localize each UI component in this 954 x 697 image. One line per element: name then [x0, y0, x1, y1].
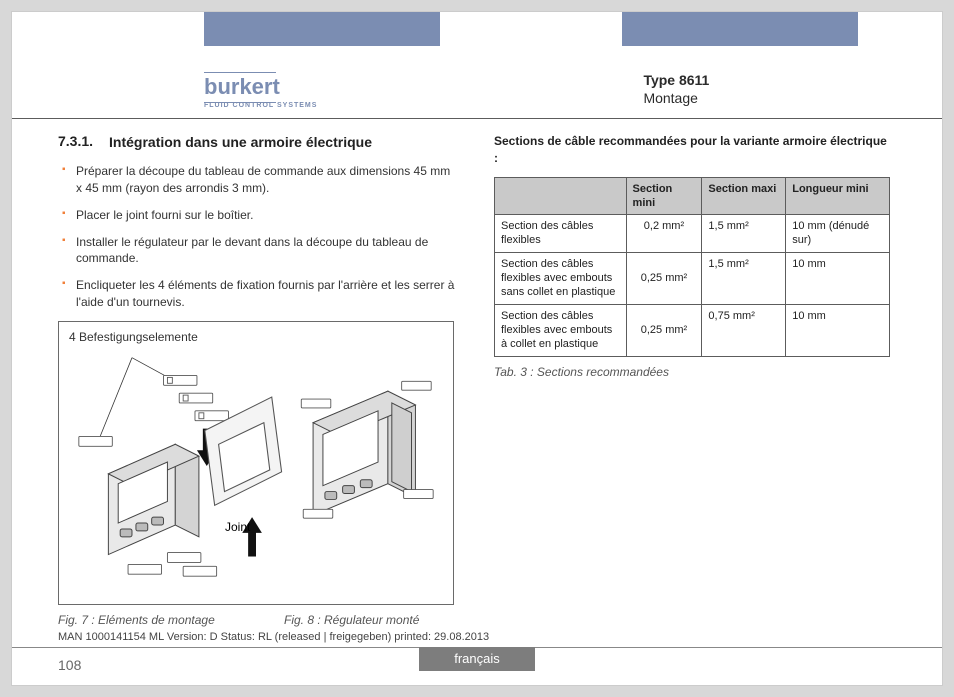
figure-caption-right: Fig. 8 : Régulateur monté: [284, 613, 419, 627]
table-header-blank: [495, 177, 627, 215]
figure-callout-joint: Joint: [225, 520, 250, 534]
document-page: burkert FLUID CONTROL SYSTEMS Type 8611 …: [12, 12, 942, 685]
cable-sections-table: Section mini Section maxi Longueur mini …: [494, 177, 890, 357]
figure-captions: Fig. 7 : Eléments de montage Fig. 8 : Ré…: [58, 613, 458, 627]
table-cell-label: Section des câbles flexibles avec embout…: [495, 252, 627, 304]
table-cell: 0,2 mm²: [626, 215, 702, 253]
figure-box: 4 Befestigungselemente: [58, 321, 454, 605]
table-header: Section maxi: [702, 177, 786, 215]
logo-tagline: FLUID CONTROL SYSTEMS: [204, 102, 317, 109]
language-label: français: [419, 647, 535, 671]
figure-caption-left: Fig. 7 : Eléments de montage: [58, 613, 284, 627]
doc-type-block: Type 8611 Montage: [643, 71, 709, 107]
assembly-diagram: [69, 344, 443, 584]
table-cell-label: Section des câbles flexibles: [495, 215, 627, 253]
table-header-row: Section mini Section maxi Longueur mini: [495, 177, 890, 215]
doc-type-subtitle: Montage: [643, 89, 709, 107]
table-row: Section des câbles flexibles avec embout…: [495, 252, 890, 304]
doc-type-title: Type 8611: [643, 71, 709, 89]
footer-print-line: MAN 1000141154 ML Version: D Status: RL …: [58, 631, 489, 643]
table-cell-label: Section des câbles flexibles avec embout…: [495, 304, 627, 356]
table-cell: 0,75 mm²: [702, 304, 786, 356]
header-row: burkert FLUID CONTROL SYSTEMS Type 8611 …: [12, 64, 942, 114]
table-cell: 0,25 mm²: [626, 304, 702, 356]
page-number: 108: [58, 657, 81, 673]
table-cell: 10 mm: [786, 304, 890, 356]
footer-bar: 108 français: [12, 647, 942, 671]
header-top-bars: [12, 12, 942, 64]
header-bar-left: [204, 12, 440, 46]
table-cell: 10 mm (dénudé sur): [786, 215, 890, 253]
list-item: Préparer la découpe du tableau de comman…: [58, 163, 458, 197]
table-cell: 0,25 mm²: [626, 252, 702, 304]
table-header: Section mini: [626, 177, 702, 215]
logo-word: burkert: [204, 74, 280, 99]
table-cell: 10 mm: [786, 252, 890, 304]
list-item: Installer le régulateur par le devant da…: [58, 234, 458, 268]
section-title: Intégration dans une armoire électrique: [109, 133, 372, 151]
instruction-list: Préparer la découpe du tableau de comman…: [58, 163, 458, 311]
brand-logo: burkert FLUID CONTROL SYSTEMS: [204, 70, 317, 109]
content-columns: 7.3.1. Intégration dans une armoire élec…: [12, 119, 942, 627]
table-caption: Tab. 3 : Sections recommandées: [494, 365, 894, 379]
list-item: Placer le joint fourni sur le boîtier.: [58, 207, 458, 224]
table-row: Section des câbles flexibles 0,2 mm² 1,5…: [495, 215, 890, 253]
list-item: Encliqueter les 4 éléments de fixation f…: [58, 277, 458, 311]
header-bar-right: [622, 12, 858, 46]
section-number: 7.3.1.: [58, 133, 93, 151]
right-column: Sections de câble recommandées pour la v…: [494, 133, 894, 627]
table-row: Section des câbles flexibles avec embout…: [495, 304, 890, 356]
table-cell: 1,5 mm²: [702, 215, 786, 253]
section-heading: 7.3.1. Intégration dans une armoire élec…: [58, 133, 458, 151]
table-cell: 1,5 mm²: [702, 252, 786, 304]
table-header: Longueur mini: [786, 177, 890, 215]
table-heading: Sections de câble recommandées pour la v…: [494, 133, 894, 167]
left-column: 7.3.1. Intégration dans une armoire élec…: [58, 133, 458, 627]
figure-callout-top: 4 Befestigungselemente: [69, 330, 443, 344]
